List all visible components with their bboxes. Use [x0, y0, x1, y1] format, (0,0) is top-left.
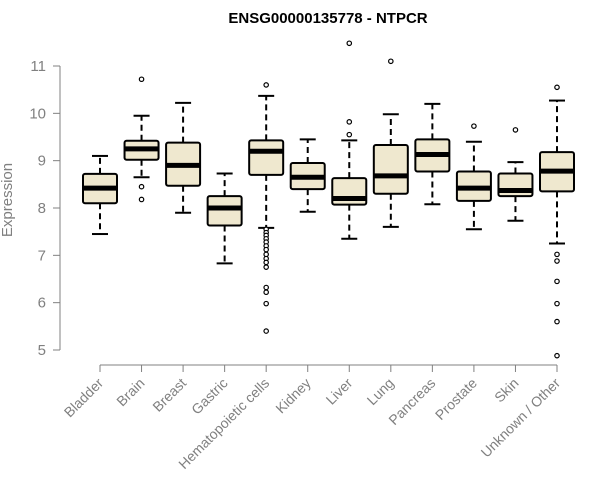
box-group: [455, 123, 492, 231]
x-tick-label: Unknown / Other: [478, 375, 564, 461]
outlier-point: [346, 40, 353, 47]
outlier-point: [263, 264, 269, 270]
outlier-point: [263, 300, 269, 307]
outlier-point: [554, 278, 560, 285]
box-group: [497, 127, 534, 222]
iqr-box: [206, 195, 243, 227]
x-tick-label: Prostate: [432, 375, 480, 423]
axes: 5 6 7 8 9 10 11: [29, 58, 558, 372]
outlier-point: [512, 127, 519, 133]
outlier-point: [346, 131, 353, 138]
outlier-point: [471, 123, 477, 129]
box-group: [289, 138, 326, 213]
y-tick-label: 5: [38, 342, 46, 359]
outlier-point: [263, 289, 269, 296]
box-group: [165, 101, 202, 214]
box-group: [539, 84, 575, 359]
box-group: [248, 82, 285, 334]
iqr-box: [372, 144, 409, 195]
y-tick-label: 9: [38, 153, 46, 170]
x-tick-label: Bladder: [61, 375, 107, 421]
outlier-point: [138, 196, 145, 203]
box-group: [206, 172, 243, 265]
x-tick-label: Brain: [113, 375, 147, 409]
x-tick-label: Skin: [491, 375, 522, 406]
chart-title: ENSG00000135778 - NTPCR: [228, 10, 427, 27]
box-group: [331, 40, 368, 240]
x-tick-label: Kidney: [272, 375, 314, 417]
iqr-box: [248, 139, 285, 176]
outlier-point: [138, 76, 145, 83]
x-tick-label: Lung: [364, 375, 397, 408]
outlier-point: [263, 259, 269, 266]
outlier-point: [554, 84, 560, 91]
outlier-point: [138, 183, 145, 190]
box-group: [82, 154, 118, 236]
outlier-point: [263, 284, 269, 291]
y-axis-label: Expression: [0, 163, 16, 237]
outlier-point: [263, 328, 269, 334]
box-group: [414, 102, 451, 206]
x-tick-label: Liver: [323, 375, 356, 408]
x-tick-label: Breast: [149, 375, 189, 415]
outlier-point: [554, 300, 560, 307]
outlier-point: [263, 82, 269, 88]
y-tick-label: 11: [30, 58, 46, 75]
outlier-point: [263, 246, 269, 253]
outlier-point: [554, 258, 560, 264]
outlier-point: [388, 58, 394, 65]
y-tick-label: 10: [29, 105, 46, 122]
y-tick-label: 8: [38, 200, 46, 217]
outlier-point: [554, 352, 560, 359]
y-tick-label: 7: [38, 247, 46, 264]
y-tick-label: 6: [38, 295, 46, 312]
boxes-layer: [82, 40, 575, 359]
box-group: [372, 58, 409, 228]
box-group: [123, 76, 160, 203]
outlier-point: [346, 119, 353, 125]
outlier-point: [554, 251, 560, 258]
outlier-point: [554, 318, 560, 325]
